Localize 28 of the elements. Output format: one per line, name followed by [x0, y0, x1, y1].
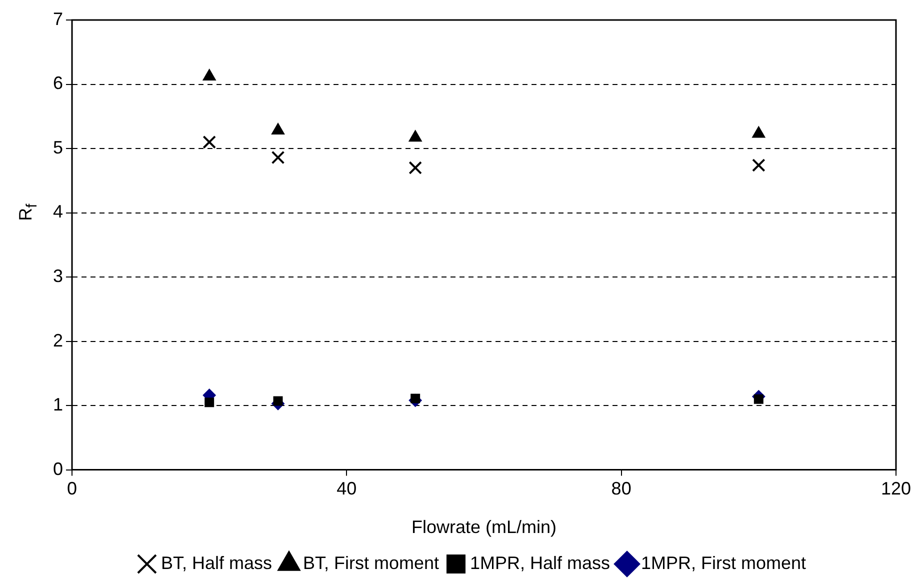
x-tick-label: 120: [880, 478, 912, 499]
point: [202, 135, 216, 149]
point: [408, 161, 422, 174]
point: [271, 150, 285, 164]
x-tick-label: 40: [336, 478, 357, 499]
y-tick-label: 6: [52, 73, 64, 94]
legend-label: BT, Half mass: [160, 552, 272, 573]
point: [202, 69, 216, 81]
y-tick-label: 3: [52, 266, 64, 286]
point: [204, 398, 214, 408]
legend-label: 1MPR, First moment: [641, 552, 806, 573]
y-tick-label: 7: [52, 8, 64, 29]
x-axis-title: Flowrate (mL/min): [411, 517, 557, 538]
y-tick-label: 0: [52, 458, 64, 479]
point: [752, 158, 766, 172]
y-tick-label: 5: [52, 137, 64, 158]
legend-label: 1MPR, Half mass: [470, 552, 610, 573]
y-tick-label: 1: [52, 394, 64, 415]
y-tick-label: 2: [52, 330, 64, 350]
point: [752, 126, 766, 138]
x-tick-label: 0: [67, 478, 78, 499]
x-tick-label: 80: [611, 478, 632, 499]
point: [273, 396, 283, 406]
legend-label: BT, First moment: [302, 552, 440, 573]
y-tick-label: 4: [52, 202, 64, 222]
point: [271, 123, 285, 135]
point: [754, 394, 764, 404]
point: [408, 130, 422, 142]
